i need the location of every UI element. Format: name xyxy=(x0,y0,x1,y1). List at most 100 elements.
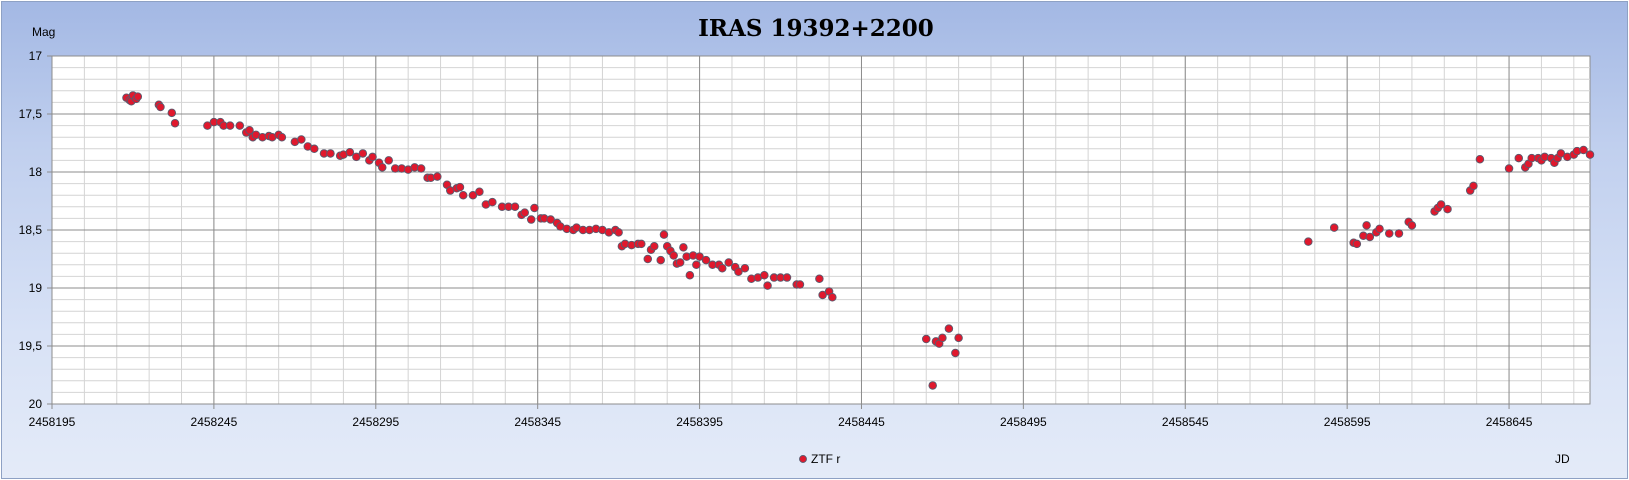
data-point xyxy=(828,293,837,302)
data-point xyxy=(659,230,669,239)
y-tick-label: 17 xyxy=(29,49,43,63)
data-point xyxy=(763,281,772,290)
x-tick-label: 2458495 xyxy=(1000,415,1047,429)
data-point xyxy=(468,190,478,200)
data-point xyxy=(326,149,335,158)
x-tick-label: 2458545 xyxy=(1162,415,1209,429)
x-tick-label: 2458395 xyxy=(676,415,723,429)
data-point xyxy=(669,251,678,260)
data-point xyxy=(1407,221,1417,230)
data-point xyxy=(740,264,750,273)
x-tick-label: 2458195 xyxy=(29,415,76,429)
y-tick-label: 19 xyxy=(29,281,43,295)
data-point xyxy=(701,255,711,265)
chart-title: IRAS 19392+2200 xyxy=(698,15,934,42)
x-tick-label: 2458445 xyxy=(838,415,885,429)
y-tick-label: 20 xyxy=(29,397,43,411)
data-point xyxy=(760,270,769,280)
data-points xyxy=(122,91,1595,390)
data-point xyxy=(656,255,665,265)
data-point xyxy=(1329,223,1339,232)
data-point xyxy=(1585,150,1595,159)
data-point xyxy=(944,324,954,333)
data-point xyxy=(546,215,555,224)
data-point xyxy=(1579,145,1588,155)
data-point xyxy=(679,243,688,252)
data-point xyxy=(368,152,377,162)
data-point xyxy=(245,125,254,135)
data-point xyxy=(384,156,393,165)
x-axis-label: JD xyxy=(1555,452,1570,466)
data-point xyxy=(488,197,497,207)
data-point xyxy=(734,267,743,277)
data-point xyxy=(637,239,646,249)
data-point xyxy=(520,208,529,217)
data-point xyxy=(358,149,368,158)
data-point xyxy=(782,273,792,282)
data-point xyxy=(1556,149,1566,158)
x-tick-label: 2458645 xyxy=(1486,415,1533,429)
data-point xyxy=(954,333,963,343)
tick-labels: 2458195 2458245 2458295 2458345 2458395 24584… xyxy=(19,49,1533,429)
legend: ZTF r xyxy=(799,452,840,466)
data-point xyxy=(378,163,387,172)
data-point xyxy=(167,108,177,118)
data-point xyxy=(724,258,733,267)
data-point xyxy=(815,274,824,283)
data-point xyxy=(1443,204,1452,214)
major-gridlines xyxy=(47,55,1590,409)
data-point xyxy=(938,333,947,343)
data-point xyxy=(530,203,539,213)
data-point xyxy=(692,260,701,270)
data-point xyxy=(717,264,727,273)
data-point xyxy=(1375,224,1384,234)
y-axis-label: Mag xyxy=(32,25,55,39)
data-point xyxy=(695,252,704,261)
data-point xyxy=(225,121,235,130)
data-point xyxy=(1385,229,1394,238)
data-point xyxy=(133,92,143,101)
x-tick-label: 2458245 xyxy=(191,415,238,429)
y-tick-label: 18,5 xyxy=(19,223,43,237)
data-point xyxy=(475,187,484,196)
data-point xyxy=(928,381,937,390)
data-point xyxy=(1365,232,1375,242)
x-tick-label: 2458345 xyxy=(514,415,561,429)
data-point xyxy=(235,121,245,130)
data-point xyxy=(1362,221,1371,230)
data-point xyxy=(685,270,695,280)
data-point xyxy=(455,182,465,192)
data-point xyxy=(1514,153,1524,163)
data-point xyxy=(1394,229,1404,238)
data-point xyxy=(433,172,442,181)
data-point xyxy=(345,148,355,157)
data-point xyxy=(1436,200,1446,209)
data-point xyxy=(170,119,180,128)
data-point xyxy=(297,135,306,144)
data-point xyxy=(818,290,827,300)
y-tick-label: 18 xyxy=(29,165,43,179)
data-point xyxy=(277,132,287,142)
data-point xyxy=(1352,239,1362,249)
data-point xyxy=(156,102,165,112)
data-point xyxy=(643,254,653,264)
data-point xyxy=(526,215,536,224)
data-point xyxy=(951,348,960,358)
data-point xyxy=(921,334,931,344)
data-point xyxy=(795,280,805,289)
data-point xyxy=(1475,154,1485,164)
x-tick-label: 2458595 xyxy=(1324,415,1371,429)
data-point xyxy=(614,228,623,237)
data-point xyxy=(675,258,685,267)
data-point xyxy=(510,202,520,212)
y-tick-label: 17,5 xyxy=(19,107,43,121)
legend-label: ZTF r xyxy=(811,452,840,466)
data-point xyxy=(649,241,659,251)
data-point xyxy=(203,121,212,130)
data-point xyxy=(1504,164,1514,173)
data-point xyxy=(352,152,361,162)
x-tick-label: 2458295 xyxy=(352,415,399,429)
data-point xyxy=(458,190,468,200)
